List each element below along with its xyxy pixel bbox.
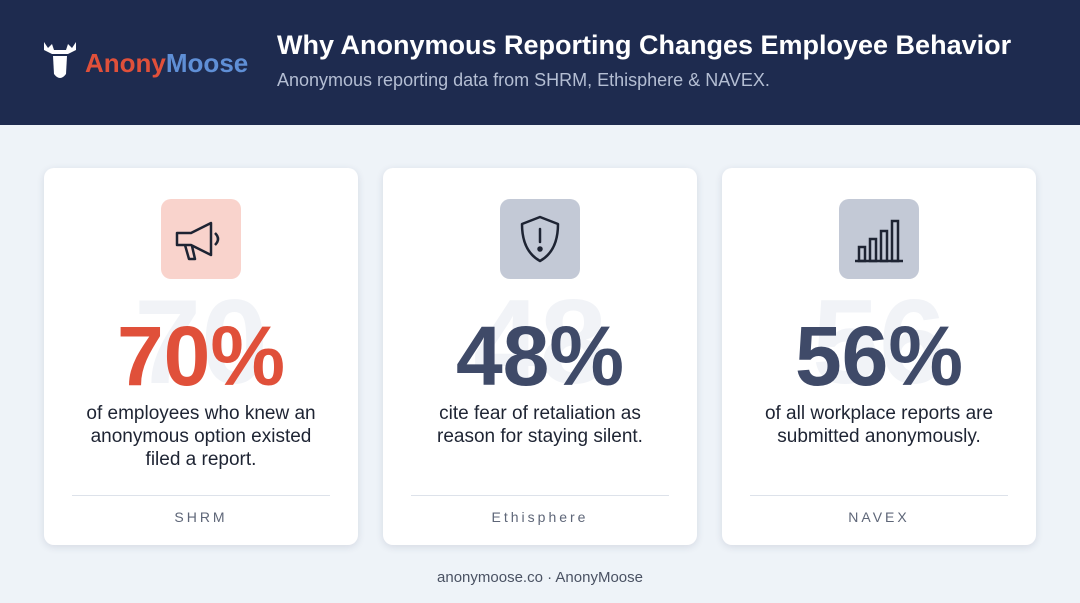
divider — [72, 495, 330, 496]
desc-line: anonymous option existed — [90, 426, 312, 447]
ghost-number: 70 — [134, 275, 268, 409]
stat: 48% — [455, 309, 625, 403]
desc-line: of all workplace reports are — [764, 403, 994, 424]
moose-icon — [44, 42, 76, 78]
logo-part: Anony — [85, 48, 166, 78]
megaphone-icon — [175, 221, 220, 261]
footer: anonymoose.co · AnonyMoose — [437, 569, 643, 586]
desc-line: of employees who knew an — [86, 403, 316, 424]
source: NAVEX — [848, 509, 910, 525]
ghost-number: 56 — [812, 275, 946, 409]
stat-card: 56 56% of all workplace reports are submi… — [722, 168, 1036, 545]
icon-box — [161, 199, 241, 279]
ghost-number: 48 — [473, 275, 607, 409]
desc-line: reason for staying silent. — [437, 426, 643, 447]
icon-box — [839, 199, 919, 279]
title: Why Anonymous Reporting Changes Employee… — [277, 30, 1012, 60]
subtitle: Anonymous reporting data from SHRM, Ethi… — [277, 70, 770, 90]
stat-card: 48 48% cite fear of retaliation as reason… — [383, 168, 697, 545]
header: AnonyMoose Why Anonymous Reporting Chang… — [0, 0, 1080, 125]
stat: 70% — [116, 309, 286, 403]
bar-chart-icon — [855, 219, 903, 263]
icon-box — [500, 199, 580, 279]
shield-icon — [520, 215, 560, 263]
stat: 56% — [794, 309, 964, 403]
description: of employees who knew an anonymous option… — [44, 402, 358, 471]
source: Ethisphere — [491, 509, 589, 525]
divider — [750, 495, 1008, 496]
logo-part: Moose — [165, 48, 249, 78]
source: SHRM — [174, 509, 228, 525]
divider — [411, 495, 669, 496]
desc-line: filed a report. — [145, 449, 257, 470]
description: cite fear of retaliation as reason for st… — [383, 402, 697, 448]
description: of all workplace reports are submitted an… — [722, 402, 1036, 448]
desc-line: cite fear of retaliation as — [439, 403, 641, 424]
stat-card: 70 70% of employees who knew an anonymous… — [44, 168, 358, 545]
logo: AnonyMoose — [85, 48, 248, 79]
desc-line: submitted anonymously. — [777, 426, 981, 447]
